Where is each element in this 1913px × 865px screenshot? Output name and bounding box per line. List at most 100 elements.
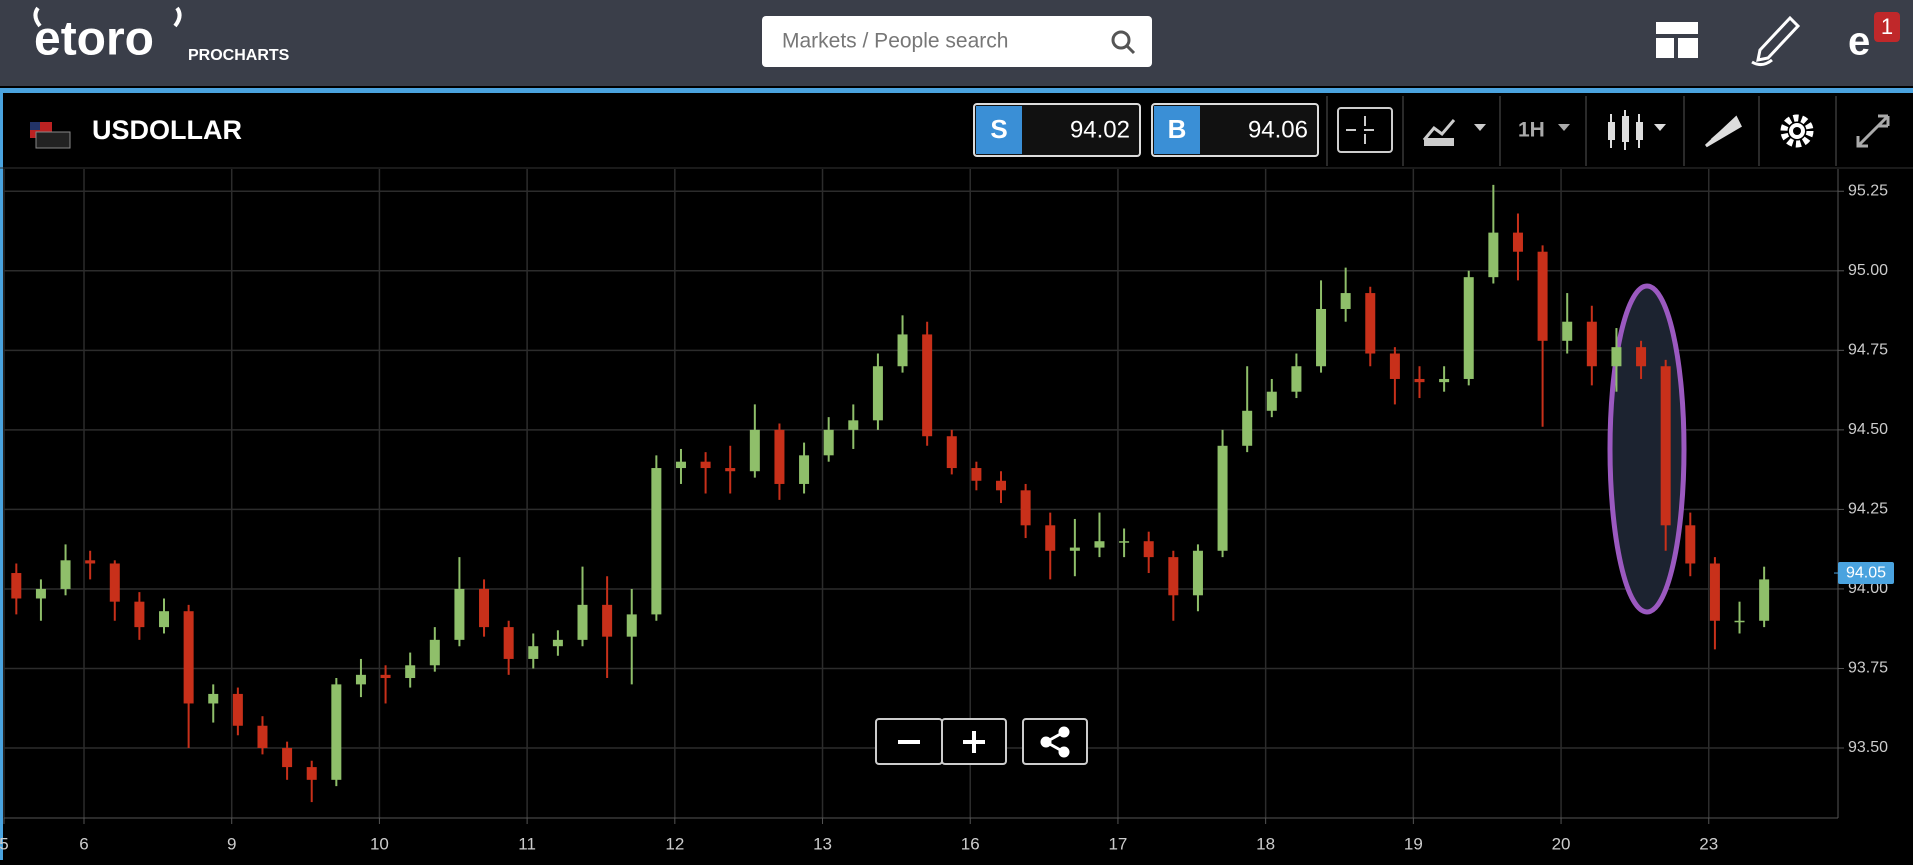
candle-body <box>1119 541 1130 543</box>
zoom-icons <box>898 731 985 753</box>
candle-body <box>454 588 465 640</box>
candle-body <box>1389 353 1400 379</box>
plot-area <box>4 169 1838 818</box>
candle-body <box>1586 321 1597 367</box>
toolbar-separators <box>1326 96 1837 166</box>
y-tick-label: 94.00 <box>1848 580 1888 597</box>
candle-body <box>429 639 440 666</box>
candle-body <box>1192 550 1203 596</box>
candle-body <box>577 604 588 640</box>
buy-badge <box>1154 106 1200 154</box>
candle-body <box>799 455 810 484</box>
candle-body <box>552 639 563 647</box>
panel-edge <box>0 93 3 860</box>
logo[interactable]: etoro <box>34 13 154 66</box>
sell-label: S <box>990 114 1007 144</box>
zoom-controls <box>875 718 1088 765</box>
accent-line <box>0 88 1913 93</box>
y-tick-label: 94.25 <box>1848 501 1888 518</box>
candle-body <box>1168 557 1179 596</box>
candle-body <box>306 767 317 780</box>
search-icon[interactable] <box>1111 30 1136 55</box>
candle-body <box>872 366 883 421</box>
notification-badge <box>1874 12 1900 42</box>
candle-body <box>1094 541 1105 548</box>
instrument-name: USDOLLAR <box>92 115 242 145</box>
candle-body <box>1316 308 1327 367</box>
candle-body <box>35 588 46 599</box>
candle-body <box>1660 366 1671 526</box>
candle-body <box>405 665 416 679</box>
crosshair-button[interactable] <box>1337 107 1393 153</box>
candle-body <box>1562 321 1573 341</box>
notifications-icon[interactable]: e <box>1848 20 1870 64</box>
candle-body <box>823 429 834 456</box>
candle-body <box>232 693 243 726</box>
flag <box>30 122 71 149</box>
candle-body <box>602 604 613 637</box>
x-tick-label: 16 <box>961 834 980 853</box>
candle-body <box>1045 525 1056 551</box>
candle-body <box>60 560 71 589</box>
drawing-tools-button[interactable] <box>1704 115 1742 148</box>
candle-body <box>1217 445 1228 551</box>
candle-body <box>11 573 22 599</box>
candle-body <box>1685 525 1696 564</box>
x-tick-label: 18 <box>1256 834 1275 853</box>
share-button[interactable] <box>1022 718 1088 765</box>
x-tick-label: 10 <box>370 834 389 853</box>
candle-body <box>626 614 637 637</box>
candle-body <box>1266 391 1277 411</box>
sell-price: 94.02 <box>1070 116 1130 143</box>
sell-badge <box>976 106 1022 154</box>
search-box[interactable] <box>762 16 1152 67</box>
candle-body <box>1611 347 1622 367</box>
candle-body <box>922 334 933 437</box>
share-icon <box>1040 726 1070 758</box>
x-tick-label: 9 <box>227 834 236 853</box>
highlight-ellipse <box>1607 283 1687 615</box>
axes: 93.50 93.75 94.00 94.25 94.50 94.75 95.00 95.25… <box>0 182 1894 853</box>
candle-body <box>971 468 982 481</box>
product-name: PROCHARTS <box>188 47 290 64</box>
candle-body <box>1414 378 1425 383</box>
buy-price: 94.06 <box>1248 116 1308 143</box>
candle-body <box>996 480 1007 491</box>
candle-body <box>848 420 859 430</box>
candle-body <box>1488 232 1499 278</box>
edit-icon[interactable] <box>1751 15 1801 67</box>
candle-body <box>1069 547 1080 551</box>
y-tick-label: 95.00 <box>1848 262 1888 279</box>
candle-body <box>675 461 686 469</box>
candle-body <box>479 588 490 628</box>
candle-body <box>1759 579 1770 621</box>
candle-body <box>1463 277 1474 379</box>
candle-body <box>725 468 736 472</box>
grid <box>3 169 1838 818</box>
chart-type-button[interactable] <box>1608 110 1666 150</box>
buy-label: B <box>1168 114 1187 144</box>
y-tick-label: 95.25 <box>1848 182 1888 199</box>
settings-button[interactable] <box>1780 114 1814 148</box>
candle-body <box>380 674 391 679</box>
layout-icon[interactable] <box>1656 22 1698 58</box>
candle-body <box>1636 347 1647 367</box>
candle-body <box>1734 620 1745 623</box>
timeframe-button[interactable]: 1H <box>1518 119 1570 142</box>
candle-body <box>774 429 785 484</box>
search-placeholder: Markets / People search <box>782 30 1008 53</box>
candle-body <box>1143 541 1154 558</box>
last-price-tag <box>1838 562 1894 585</box>
x-tick-label: 19 <box>1404 834 1423 853</box>
candle-body <box>503 627 514 659</box>
y-tick-label: 94.75 <box>1848 342 1888 359</box>
candle-body <box>946 436 957 469</box>
indicators-button[interactable] <box>1422 119 1486 146</box>
x-tick-label: 6 <box>79 834 88 853</box>
candle-body <box>1020 490 1031 526</box>
fullscreen-button[interactable] <box>1856 114 1890 148</box>
candle-body <box>1512 232 1523 252</box>
candle-body <box>331 684 342 780</box>
